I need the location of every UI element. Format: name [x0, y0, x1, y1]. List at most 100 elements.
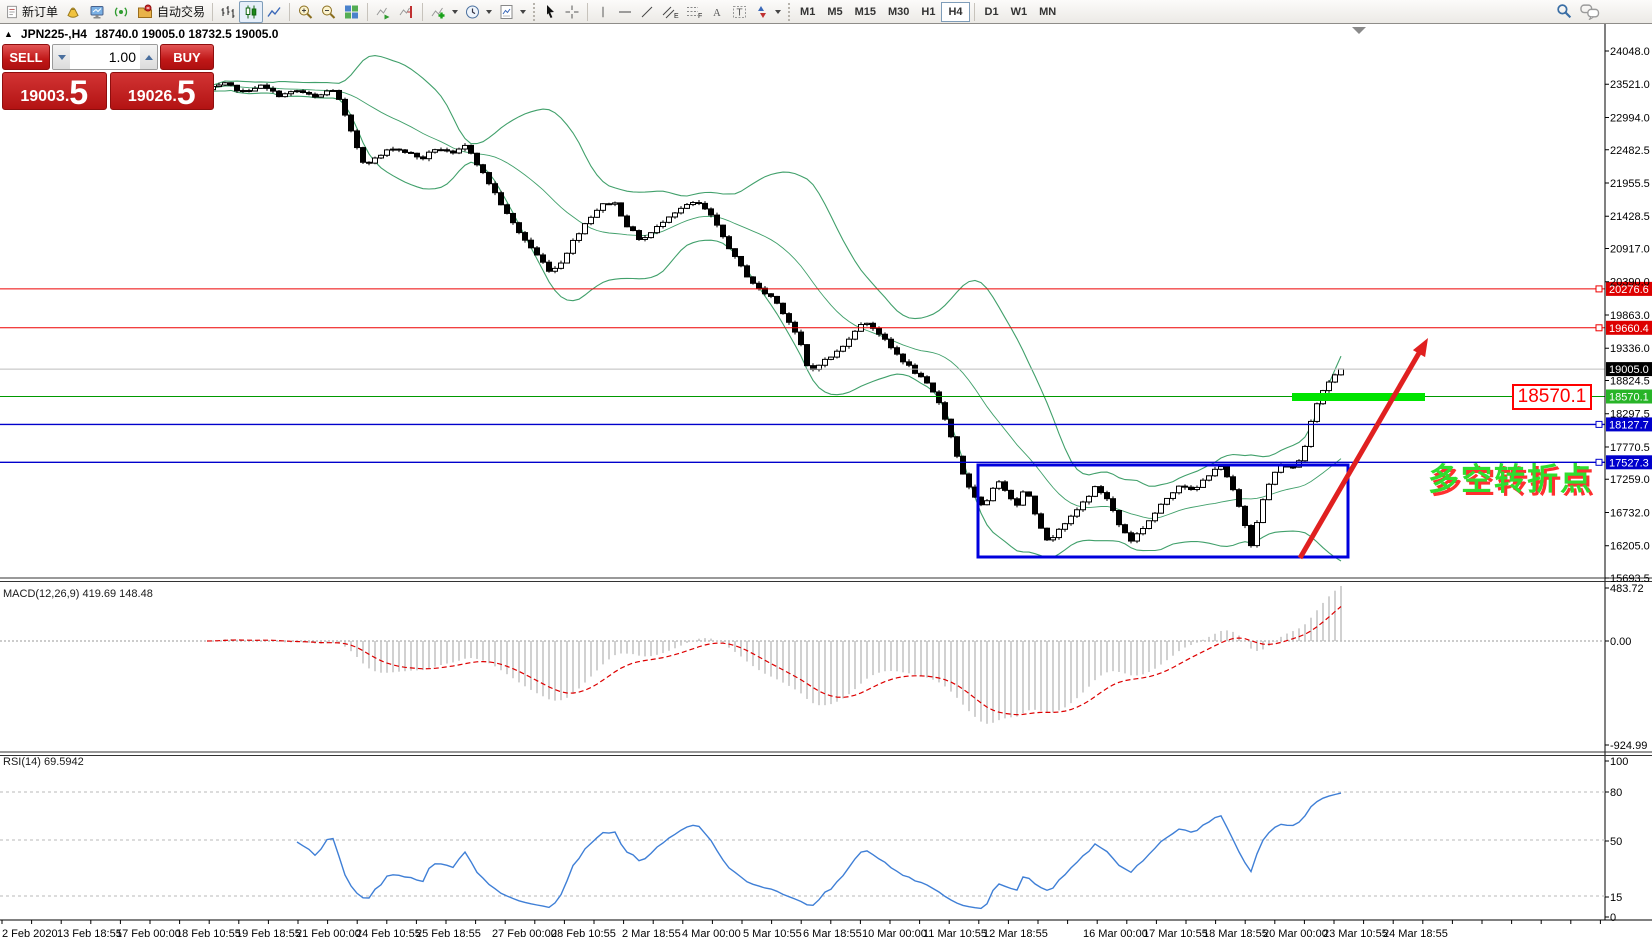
tf-d1[interactable]: D1: [984, 5, 999, 18]
bar-chart-button[interactable]: [217, 1, 239, 23]
monitor-icon: [90, 5, 104, 18]
main-toolbar: 新订单 自动交易: [0, 0, 1652, 24]
date-tick-label: 6 Mar 18:55: [803, 928, 862, 940]
chevron-down-icon: [57, 54, 66, 60]
new-order-icon: [7, 5, 17, 18]
tf-m30[interactable]: M30: [888, 5, 910, 18]
new-order-label: 新订单: [22, 5, 59, 19]
templates-button[interactable]: [495, 1, 529, 23]
indicators-caret-icon: [452, 9, 459, 14]
new-order-button[interactable]: 新订单: [2, 1, 61, 23]
arrows-button[interactable]: [751, 1, 784, 23]
svg-text:18297.5: 18297.5: [1610, 409, 1650, 421]
svg-text:20390.0: 20390.0: [1610, 277, 1650, 289]
volume-input[interactable]: 1.00: [108, 49, 136, 65]
tf-h1[interactable]: H1: [921, 5, 936, 18]
candlestick-button[interactable]: [239, 0, 264, 23]
indicators-icon: [431, 7, 445, 18]
date-tick-label: 21 Feb 00:00: [296, 928, 361, 940]
price-chart-canvas[interactable]: 20276.6 19660.4 19005.0 18570.1 18127.7 17527…: [0, 24, 1652, 948]
line-chart-button[interactable]: [263, 1, 285, 23]
wallet-button[interactable]: [61, 1, 85, 23]
svg-text:0: 0: [1610, 912, 1616, 924]
trendline-button[interactable]: [636, 1, 658, 23]
support-band[interactable]: [1292, 393, 1425, 401]
indicators-button[interactable]: [427, 1, 461, 23]
svg-text:22482.5: 22482.5: [1610, 145, 1650, 157]
svg-text:E: E: [674, 13, 679, 20]
tile-windows-button[interactable]: [340, 1, 363, 23]
toolbar-separator: [212, 2, 214, 21]
volume-increase-button[interactable]: [140, 45, 157, 69]
level-annotation-box[interactable]: 18570.1: [1512, 384, 1592, 410]
toolbar-separator: [422, 2, 424, 21]
svg-text:18570.1: 18570.1: [1609, 392, 1649, 404]
vline-button[interactable]: [592, 1, 614, 23]
periods-caret-icon: [486, 9, 493, 14]
svg-text:19660.4: 19660.4: [1609, 323, 1649, 335]
zoom-out-button[interactable]: [317, 1, 340, 23]
date-tick-label: 16 Mar 00:00: [1083, 928, 1148, 940]
cursor-button[interactable]: [539, 1, 561, 23]
chart-shift-button[interactable]: [395, 1, 418, 23]
candles: [204, 81, 1344, 548]
buy-button[interactable]: BUY: [160, 44, 214, 70]
chevron-up-icon: [144, 54, 153, 60]
tf-w1[interactable]: W1: [1010, 5, 1028, 18]
svg-text:100: 100: [1610, 756, 1628, 768]
buy-price-whole: 19026: [127, 88, 173, 105]
toolbar-separator: [587, 2, 589, 21]
channel-button[interactable]: E: [658, 1, 682, 23]
date-tick-label: 13 Feb 18:55: [57, 928, 122, 940]
toolbar-grip: [532, 2, 537, 21]
symbol-name: JPN225-,H4: [20, 27, 87, 41]
chat-button[interactable]: [1576, 1, 1604, 23]
boll-upper: [206, 55, 1342, 487]
line-chart-icon: [267, 6, 281, 17]
hline-button[interactable]: [614, 1, 636, 23]
signal-button[interactable]: [109, 1, 133, 23]
svg-text:A: A: [713, 7, 721, 18]
trend-arrow[interactable]: [1297, 351, 1422, 560]
text-button[interactable]: A: [706, 1, 728, 23]
buy-price-tile[interactable]: 19026. 5: [109, 72, 214, 110]
fibonacci-button[interactable]: F: [682, 1, 706, 23]
trendline-icon: [641, 6, 653, 17]
sell-price-whole: 19003: [20, 88, 65, 105]
templates-caret-icon: [520, 9, 527, 14]
tf-mn[interactable]: MN: [1039, 5, 1057, 18]
auto-scroll-button[interactable]: [372, 1, 395, 23]
chat-icon: [1580, 4, 1600, 20]
consolidation-box[interactable]: [976, 463, 1350, 559]
date-tick-label: 24 Feb 10:55: [356, 928, 421, 940]
svg-text:19863.0: 19863.0: [1610, 310, 1650, 322]
periods-button[interactable]: [461, 1, 495, 23]
svg-text:16205.0: 16205.0: [1610, 541, 1650, 553]
market-watch-button[interactable]: [85, 1, 109, 23]
search-button[interactable]: [1552, 1, 1576, 23]
collapse-panel-icon[interactable]: ▲: [4, 29, 13, 39]
tf-h4[interactable]: H4: [941, 1, 970, 22]
wallet-icon: [67, 7, 79, 18]
svg-text:19336.0: 19336.0: [1610, 343, 1650, 355]
text-label-button[interactable]: T: [728, 1, 751, 23]
fibonacci-icon: F: [687, 6, 702, 20]
svg-text:20276.6: 20276.6: [1609, 284, 1649, 296]
zoom-in-button[interactable]: [294, 1, 317, 23]
svg-text:17770.5: 17770.5: [1610, 442, 1650, 454]
chart-annotations: [976, 27, 1428, 560]
volume-decrease-button[interactable]: [53, 45, 70, 69]
tf-m1[interactable]: M1: [800, 5, 816, 18]
sell-price-tile[interactable]: 19003. 5: [2, 72, 107, 110]
crosshair-button[interactable]: [561, 1, 583, 23]
autotrade-button[interactable]: 自动交易: [133, 1, 208, 23]
svg-text:19005.0: 19005.0: [1609, 364, 1649, 376]
boll-lower: [206, 89, 1342, 562]
svg-text:15693.5: 15693.5: [1610, 573, 1650, 585]
shift-marker[interactable]: [1352, 27, 1366, 34]
tf-m15[interactable]: M15: [854, 5, 876, 18]
tf-m5[interactable]: M5: [827, 5, 843, 18]
sell-button[interactable]: SELL: [2, 44, 50, 70]
date-tick-label: 12 Mar 18:55: [983, 928, 1048, 940]
